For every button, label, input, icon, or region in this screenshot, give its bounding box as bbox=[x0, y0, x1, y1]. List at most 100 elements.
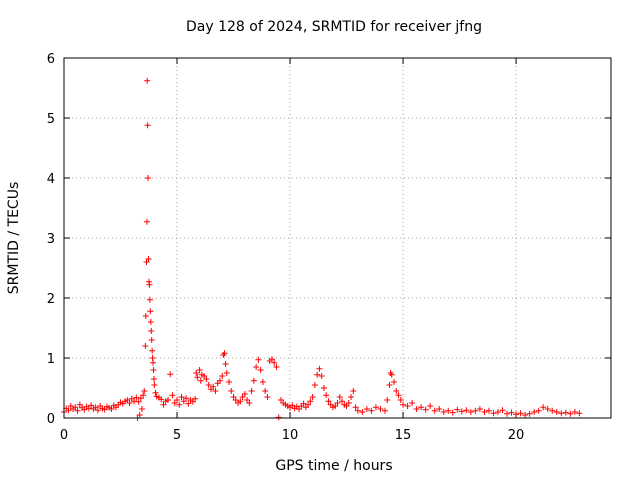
data-point bbox=[226, 379, 233, 385]
data-point bbox=[259, 379, 266, 385]
data-point bbox=[571, 409, 578, 415]
data-point bbox=[143, 218, 150, 225]
data-point bbox=[354, 407, 361, 414]
data-point bbox=[300, 400, 307, 407]
y-tick-label: 4 bbox=[47, 172, 55, 187]
data-point bbox=[149, 347, 156, 354]
data-point bbox=[350, 388, 357, 394]
data-point bbox=[307, 398, 314, 405]
data-point bbox=[275, 414, 282, 421]
data-point bbox=[334, 400, 341, 406]
data-point bbox=[368, 407, 375, 414]
data-point bbox=[481, 409, 488, 415]
data-point bbox=[526, 410, 533, 417]
x-tick-label: 0 bbox=[60, 428, 68, 443]
data-point bbox=[352, 404, 359, 411]
data-point bbox=[176, 401, 183, 408]
x-axis-label: GPS time / hours bbox=[275, 458, 392, 474]
data-point bbox=[418, 404, 425, 411]
data-point bbox=[142, 313, 149, 319]
data-point bbox=[222, 361, 229, 367]
data-point bbox=[386, 382, 393, 388]
data-point bbox=[395, 392, 402, 399]
data-point bbox=[436, 406, 443, 412]
data-point bbox=[147, 308, 154, 315]
data-point bbox=[246, 400, 253, 406]
x-tick-label: 20 bbox=[508, 428, 525, 443]
data-point bbox=[212, 388, 219, 394]
data-point bbox=[567, 410, 574, 417]
data-point bbox=[391, 379, 398, 385]
data-point bbox=[499, 407, 506, 414]
data-point bbox=[472, 407, 479, 414]
data-point bbox=[476, 406, 483, 412]
data-point bbox=[250, 377, 257, 384]
data-point bbox=[194, 374, 201, 381]
data-point bbox=[133, 394, 140, 401]
data-point bbox=[248, 388, 255, 394]
data-point bbox=[141, 388, 148, 394]
data-point bbox=[271, 359, 278, 366]
data-point bbox=[185, 400, 192, 407]
data-point bbox=[458, 408, 465, 415]
data-point bbox=[490, 410, 497, 417]
data-point bbox=[314, 371, 321, 378]
data-point bbox=[72, 404, 79, 411]
data-point bbox=[158, 396, 165, 403]
grid bbox=[64, 58, 611, 418]
data-point bbox=[535, 407, 542, 414]
chart-title: Day 128 of 2024, SRMTID for receiver jfn… bbox=[186, 19, 482, 35]
x-tick-label: 5 bbox=[173, 428, 181, 443]
y-tick-label: 0 bbox=[47, 412, 55, 427]
data-point bbox=[74, 407, 81, 414]
data-point bbox=[268, 356, 275, 363]
data-point bbox=[88, 402, 95, 409]
data-point bbox=[388, 371, 395, 378]
data-point bbox=[146, 296, 153, 303]
data-point bbox=[216, 377, 223, 384]
data-point bbox=[576, 410, 583, 417]
data-point bbox=[485, 407, 492, 414]
data-point bbox=[345, 400, 352, 406]
data-point bbox=[205, 382, 212, 388]
data-point bbox=[305, 401, 312, 408]
data-point bbox=[146, 281, 153, 288]
data-point bbox=[445, 407, 452, 414]
plot-frame bbox=[63, 57, 612, 419]
data-point bbox=[253, 364, 260, 370]
data-point bbox=[422, 406, 429, 413]
data-point bbox=[65, 407, 72, 414]
data-point bbox=[454, 406, 461, 413]
x-tick-label: 10 bbox=[282, 428, 299, 443]
data-point bbox=[145, 256, 152, 262]
data-point bbox=[558, 410, 565, 417]
data-point bbox=[144, 122, 151, 129]
data-point bbox=[152, 389, 159, 396]
data-point bbox=[167, 371, 174, 378]
data-point bbox=[309, 394, 316, 400]
data-point bbox=[136, 412, 143, 418]
data-point bbox=[336, 394, 343, 400]
data-point bbox=[131, 398, 138, 405]
data-point bbox=[148, 328, 155, 334]
data-point bbox=[150, 367, 157, 373]
data-point bbox=[142, 343, 149, 349]
data-point bbox=[553, 409, 560, 415]
data-point bbox=[264, 394, 271, 400]
data-point bbox=[237, 398, 244, 405]
data-point bbox=[145, 175, 152, 181]
data-point bbox=[148, 337, 155, 343]
data-point bbox=[273, 364, 280, 370]
data-point bbox=[210, 383, 217, 390]
data-point bbox=[174, 397, 181, 403]
data-point bbox=[363, 406, 370, 412]
data-point bbox=[467, 409, 474, 415]
data-point bbox=[192, 395, 199, 402]
y-tick-label: 6 bbox=[47, 52, 55, 67]
data-point bbox=[108, 406, 115, 412]
x-tick-label: 15 bbox=[395, 428, 412, 443]
data-point bbox=[144, 77, 151, 84]
data-point bbox=[228, 388, 235, 394]
data-point bbox=[325, 398, 332, 405]
data-point bbox=[449, 409, 456, 416]
